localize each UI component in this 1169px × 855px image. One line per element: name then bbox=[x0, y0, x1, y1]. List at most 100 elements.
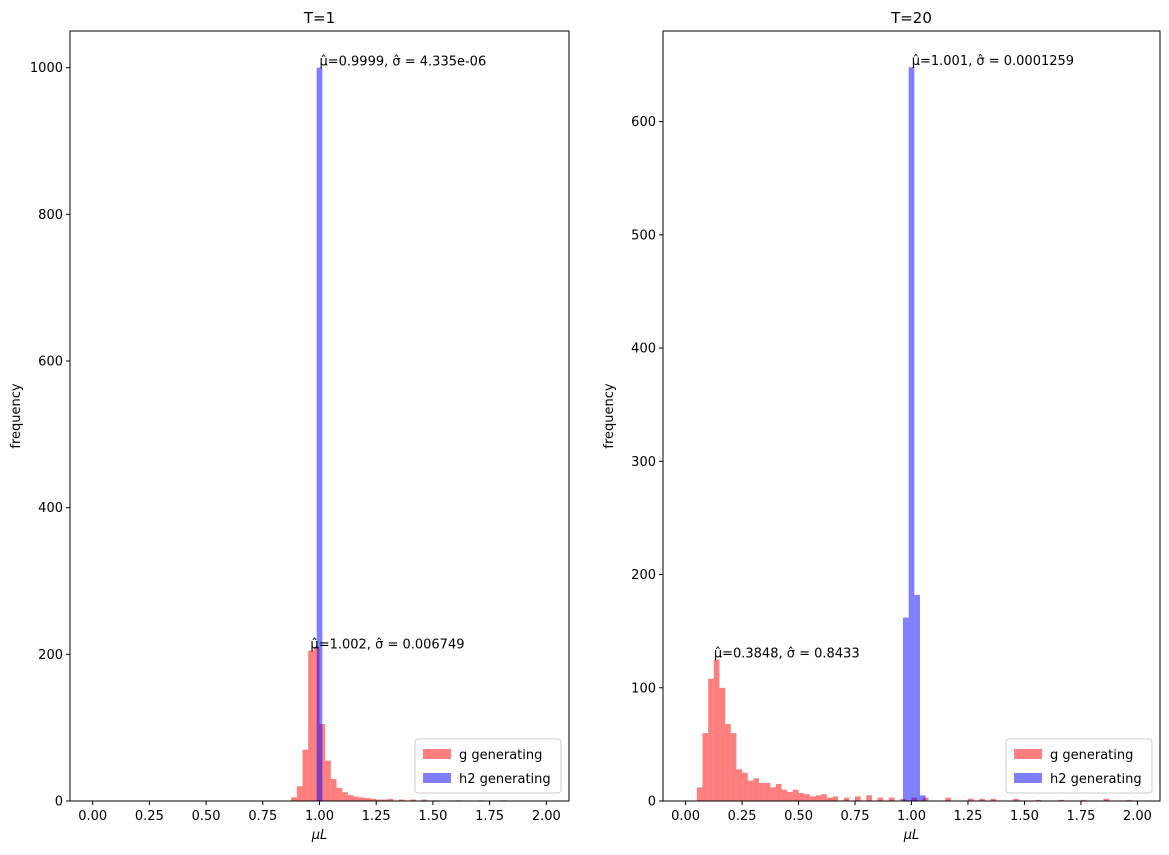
series-h2-bars bbox=[316, 67, 323, 801]
y-tick-label: 400 bbox=[631, 342, 656, 357]
legend-swatch-g bbox=[423, 749, 451, 759]
x-axis-label: μL bbox=[311, 828, 328, 843]
histogram-bar bbox=[792, 789, 799, 801]
x-tick-label: 1.00 bbox=[897, 809, 926, 824]
histogram-bar bbox=[787, 791, 793, 801]
x-tick-label: 2.00 bbox=[532, 809, 561, 824]
histogram-bar bbox=[798, 793, 805, 801]
histogram-bar bbox=[877, 797, 884, 801]
legend-label-g: g generating bbox=[1050, 748, 1133, 763]
histogram-bar bbox=[359, 797, 365, 801]
histogram-bar bbox=[719, 687, 726, 801]
histogram-bar bbox=[376, 799, 382, 801]
histogram-bar bbox=[764, 782, 771, 801]
x-tick-label: 1.25 bbox=[362, 809, 391, 824]
histogram-bar bbox=[888, 797, 895, 801]
histogram-bar bbox=[903, 617, 909, 801]
y-tick-label: 0 bbox=[55, 795, 63, 810]
stat-annotation: μ̂=0.9999, σ̂ = 4.335e-06 bbox=[319, 55, 486, 70]
chart-title: T=20 bbox=[890, 9, 932, 27]
x-tick-label: 1.00 bbox=[305, 809, 334, 824]
histogram-bar bbox=[967, 798, 974, 801]
y-tick-label: 400 bbox=[38, 501, 63, 516]
y-tick-label: 100 bbox=[631, 681, 656, 696]
histogram-bar bbox=[747, 780, 754, 801]
histogram-panel-t1: 0.00 0.25 0.50 0.75 1.00 1.25 1.50 1.75 2.00 0 200… bbox=[9, 9, 570, 843]
y-tick-label: 600 bbox=[631, 115, 656, 130]
histogram-bar bbox=[1080, 799, 1087, 801]
histogram-bar bbox=[804, 794, 810, 801]
histogram-bar bbox=[410, 799, 416, 801]
histogram-bar bbox=[753, 778, 760, 801]
legend-swatch-h2 bbox=[423, 773, 451, 783]
histogram-bar bbox=[302, 749, 309, 801]
legend: g generating h2 generating bbox=[414, 738, 562, 794]
histogram-bar bbox=[1103, 798, 1110, 801]
x-tick-label: 1.50 bbox=[1010, 809, 1039, 824]
stat-annotation: μ̂=1.001, σ̂ = 0.0001259 bbox=[912, 54, 1074, 69]
histogram-bar bbox=[347, 795, 354, 801]
y-tick-label: 200 bbox=[38, 648, 63, 663]
y-tick-label: 0 bbox=[648, 795, 656, 810]
histogram-bar bbox=[316, 67, 323, 801]
histogram-bar bbox=[308, 650, 314, 801]
histogram-bar bbox=[1035, 799, 1042, 801]
histogram-bar bbox=[353, 796, 360, 801]
histogram-bar bbox=[821, 794, 827, 801]
histogram-bar bbox=[713, 659, 720, 801]
legend-label-g: g generating bbox=[459, 748, 542, 763]
x-tick-label: 1.50 bbox=[418, 809, 447, 824]
x-tick-label: 0.75 bbox=[841, 809, 870, 824]
histogram-bar bbox=[421, 799, 428, 801]
histogram-bar bbox=[809, 796, 816, 801]
x-tick-label: 0.25 bbox=[728, 809, 757, 824]
histogram-bar bbox=[990, 798, 997, 801]
y-tick-label: 1000 bbox=[30, 61, 63, 76]
histogram-bar bbox=[702, 733, 709, 801]
legend-label-h2: h2 generating bbox=[459, 772, 551, 787]
histogram-bar bbox=[914, 594, 920, 801]
histogram-bar bbox=[342, 792, 348, 801]
x-tick-label: 0.00 bbox=[78, 809, 107, 824]
histogram-bar bbox=[1058, 799, 1064, 801]
histogram-panel-t20: 0.00 0.25 0.50 0.75 1.00 1.25 1.50 1.75 2.00 0 100… bbox=[602, 9, 1161, 843]
histogram-bar bbox=[826, 797, 833, 801]
histogram-bar bbox=[908, 67, 915, 801]
histogram-bar bbox=[730, 733, 737, 801]
legend: g generating h2 generating bbox=[1005, 738, 1153, 794]
series-h2-bars bbox=[903, 67, 926, 801]
y-tick-label: 200 bbox=[631, 568, 656, 583]
histogram-bar bbox=[296, 786, 303, 801]
histogram-bar bbox=[736, 769, 743, 801]
y-axis-label: frequency bbox=[9, 383, 24, 449]
histogram-bar bbox=[815, 795, 822, 801]
histogram-bar bbox=[781, 789, 788, 801]
y-tick-label: 300 bbox=[631, 455, 656, 470]
stat-annotation: μ̂=1.002, σ̂ = 0.006749 bbox=[310, 638, 464, 653]
histogram-bar bbox=[1126, 799, 1132, 801]
legend-swatch-h2 bbox=[1014, 773, 1042, 783]
x-axis-label: μL bbox=[903, 828, 920, 843]
histogram-bar bbox=[291, 797, 297, 801]
histogram-bar bbox=[387, 798, 394, 801]
histogram-bar bbox=[696, 787, 703, 801]
y-axis-label: frequency bbox=[602, 383, 617, 449]
x-tick-label: 1.25 bbox=[954, 809, 983, 824]
histogram-bar bbox=[979, 798, 985, 801]
x-tick-label: 1.75 bbox=[475, 809, 504, 824]
x-tick-label: 2.00 bbox=[1123, 809, 1152, 824]
histogram-bar bbox=[381, 799, 388, 801]
histogram-bar bbox=[330, 779, 337, 801]
legend-box bbox=[1005, 738, 1153, 794]
stat-annotation: μ̂=0.3848, σ̂ = 0.8433 bbox=[714, 646, 860, 661]
legend-swatch-g bbox=[1014, 749, 1042, 759]
histogram-bar bbox=[708, 678, 714, 801]
histogram-bar bbox=[1013, 798, 1019, 801]
legend-label-h2: h2 generating bbox=[1050, 772, 1142, 787]
histogram-bar bbox=[775, 784, 782, 801]
histogram-bar bbox=[325, 760, 331, 801]
x-tick-label: 0.50 bbox=[784, 809, 813, 824]
x-tick-label: 0.25 bbox=[135, 809, 164, 824]
histogram-bar bbox=[398, 799, 405, 801]
histogram-bar bbox=[364, 798, 371, 801]
